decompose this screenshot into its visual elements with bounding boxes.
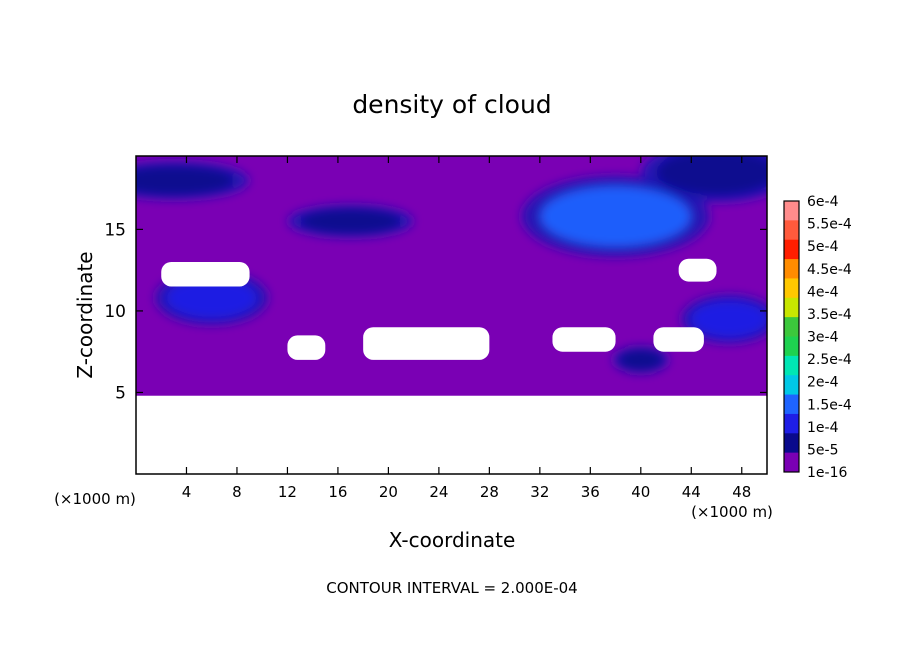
dense-region bbox=[540, 186, 691, 247]
colorbar: 6e-4 5.5e-4 5e-4 4.5e-4 4e-4 3.5e-4 3e-4 2.5e-4… bbox=[783, 194, 852, 481]
x-tick-label: 32 bbox=[530, 483, 549, 501]
colorbar-label: 1.5e-4 bbox=[807, 397, 852, 413]
colorbar-label: 1e-4 bbox=[807, 420, 839, 436]
x-tick-label: 24 bbox=[429, 483, 448, 501]
x-tick-label: 36 bbox=[581, 483, 600, 501]
x-tick-label: 20 bbox=[379, 483, 398, 501]
dense-region bbox=[300, 209, 401, 234]
clear-air-region bbox=[678, 258, 717, 282]
dense-region bbox=[618, 349, 663, 370]
colorbar-label: 6e-4 bbox=[807, 194, 839, 210]
colorbar-swatch bbox=[784, 394, 799, 415]
clear-air-region bbox=[552, 327, 616, 352]
colorbar-swatch bbox=[784, 375, 799, 396]
colorbar-frame bbox=[783, 200, 800, 473]
dense-region bbox=[166, 277, 257, 318]
chart-title: density of cloud bbox=[352, 90, 551, 119]
dense-region bbox=[656, 156, 767, 195]
clear-air-region bbox=[287, 335, 326, 360]
colorbar-label: 4.5e-4 bbox=[807, 262, 852, 278]
colorbar-label: 5e-5 bbox=[807, 442, 838, 458]
clear-air-region bbox=[363, 327, 490, 360]
colorbar-swatch bbox=[784, 336, 799, 357]
colorbar-swatch bbox=[784, 452, 799, 473]
x-tick-label: 48 bbox=[732, 483, 751, 501]
colorbar-swatch bbox=[784, 259, 799, 279]
plot-frame bbox=[135, 155, 768, 475]
x-axis: 4 8 12 16 20 24 28 32 36 40 44 48 bbox=[182, 156, 751, 501]
colorbar-label: 3e-4 bbox=[807, 330, 839, 346]
colorbar-label: 3.5e-4 bbox=[807, 307, 852, 323]
colorbar-swatch bbox=[784, 355, 799, 376]
colorbar-swatch bbox=[784, 413, 799, 434]
colorbar-swatch bbox=[784, 239, 799, 260]
colorbar-swatch bbox=[784, 297, 799, 318]
x-tick-label: 40 bbox=[631, 483, 650, 501]
colorbar-label: 5.5e-4 bbox=[807, 217, 852, 233]
colorbar-swatch bbox=[784, 201, 799, 221]
x-unit-right: (×1000 m) bbox=[691, 503, 773, 521]
x-unit-left: (×1000 m) bbox=[54, 490, 136, 508]
colorbar-label: 2.5e-4 bbox=[807, 352, 852, 368]
colorbar-swatch bbox=[784, 317, 799, 337]
plot-area bbox=[136, 156, 767, 396]
colorbar-swatch bbox=[784, 433, 799, 454]
y-tick-label: 15 bbox=[104, 220, 126, 240]
x-tick-label: 4 bbox=[182, 483, 192, 501]
y-tick-label: 10 bbox=[104, 302, 126, 322]
colorbar-swatch bbox=[784, 278, 799, 299]
x-tick-label: 12 bbox=[278, 483, 297, 501]
x-tick-label: 16 bbox=[328, 483, 347, 501]
colorbar-label: 4e-4 bbox=[807, 284, 839, 300]
clear-air-region bbox=[161, 262, 250, 287]
colorbar-label: 5e-4 bbox=[807, 239, 839, 255]
clear-air-region bbox=[653, 327, 704, 352]
colorbar-swatch bbox=[784, 220, 799, 241]
y-axis: 5 10 15 bbox=[104, 220, 767, 403]
dense-region bbox=[691, 301, 767, 338]
colorbar-label: 2e-4 bbox=[807, 375, 839, 391]
contour-interval-note: CONTOUR INTERVAL = 2.000E-04 bbox=[326, 579, 577, 597]
y-axis-label: Z-coordinate bbox=[73, 251, 97, 378]
y-tick-label: 5 bbox=[115, 383, 126, 403]
dense-region bbox=[136, 166, 234, 195]
x-axis-label: X-coordinate bbox=[389, 528, 516, 552]
x-tick-label: 28 bbox=[480, 483, 499, 501]
x-tick-label: 8 bbox=[232, 483, 242, 501]
x-tick-label: 44 bbox=[682, 483, 701, 501]
colorbar-label: 1e-16 bbox=[807, 465, 847, 481]
